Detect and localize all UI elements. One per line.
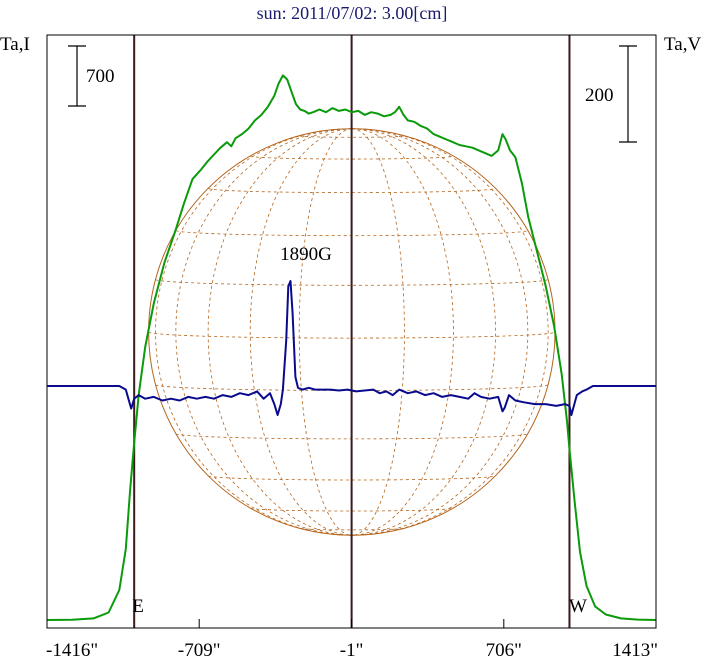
meridian-line bbox=[351, 128, 405, 536]
x-tick-label: 1413" bbox=[612, 640, 658, 661]
x-tick-label: -1416" bbox=[46, 640, 98, 661]
meridian-line bbox=[351, 128, 496, 536]
parallel-line bbox=[207, 187, 496, 194]
x-tick-label: -709" bbox=[178, 640, 221, 661]
west-limb-label: W bbox=[569, 596, 587, 617]
x-tick-label: -1" bbox=[340, 640, 364, 661]
left-scale-bar-label: 700 bbox=[86, 66, 115, 87]
meridian-line bbox=[155, 128, 352, 536]
chart-title: sun: 2011/07/02: 3.00[cm] bbox=[257, 3, 448, 23]
left-axis-label: Ta,I bbox=[0, 34, 30, 55]
scale-bars: 700 200 bbox=[68, 45, 637, 143]
meridian-line bbox=[351, 128, 529, 536]
meridian-line bbox=[207, 128, 352, 536]
series-line-V bbox=[47, 280, 656, 416]
meridian-line bbox=[298, 128, 352, 536]
vertical-markers bbox=[133, 35, 571, 628]
x-axis-ticks: -1416" -709" -1" 706" 1413" bbox=[46, 619, 658, 661]
peak-annotation: 1890G bbox=[280, 244, 332, 265]
meridian-line bbox=[351, 128, 454, 536]
east-limb-label: E bbox=[132, 596, 144, 617]
series-lines bbox=[46, 74, 657, 621]
meridian-line bbox=[175, 128, 352, 536]
right-scale-bar-label: 200 bbox=[585, 85, 614, 106]
meridian-line bbox=[249, 128, 352, 536]
meridian-line bbox=[351, 128, 549, 536]
series-line-I bbox=[46, 74, 657, 621]
right-axis-label: Ta,V bbox=[664, 34, 701, 55]
x-tick-label: 706" bbox=[486, 640, 522, 661]
parallel-line bbox=[207, 475, 496, 481]
